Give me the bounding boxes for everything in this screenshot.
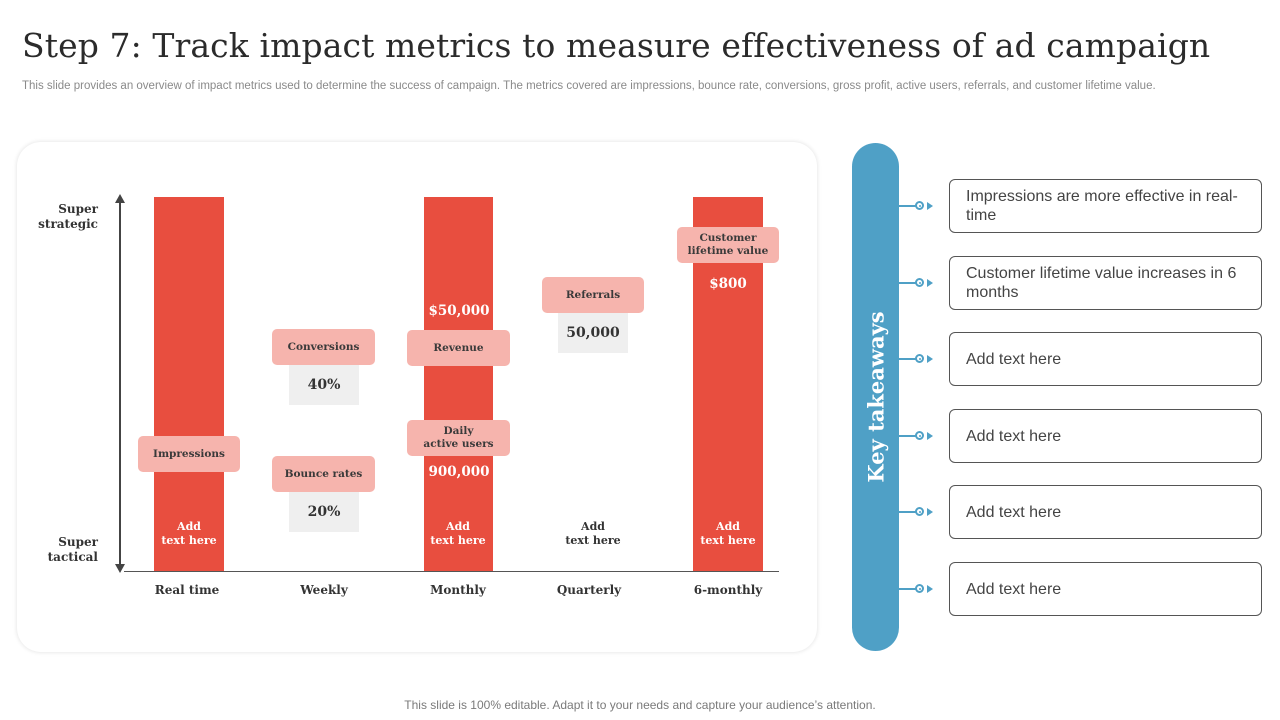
connector-icon: [899, 506, 949, 518]
takeaway-box-2[interactable]: Customer lifetime value increases in 6 m…: [949, 256, 1262, 310]
y-axis-top-label: Super strategic: [38, 202, 98, 231]
connector-icon: [899, 277, 949, 289]
bar-real-time: [154, 197, 224, 571]
metric-revenue: Revenue: [407, 330, 510, 366]
page-subtitle: This slide provides an overview of impac…: [22, 80, 1156, 92]
x-label-quarterly: Quarterly: [556, 583, 622, 597]
footer-note: This slide is 100% editable. Adapt it to…: [404, 698, 876, 712]
takeaway-box-1[interactable]: Impressions are more effective in real-t…: [949, 179, 1262, 233]
y-axis-bottom-label: Super tactical: [47, 535, 98, 564]
x-label-weekly: Weekly: [300, 583, 348, 597]
x-label-6-monthly: 6-monthly: [693, 583, 763, 597]
connector-icon: [899, 583, 949, 595]
add-text-real-time: Add text here: [161, 520, 217, 547]
metric-referrals-value: 50,000: [558, 313, 628, 353]
takeaway-box-3[interactable]: Add text here: [949, 332, 1262, 386]
metric-bounce-rates: Bounce rates: [272, 456, 375, 492]
add-text-6-monthly: Add text here: [700, 520, 756, 547]
takeaway-box-6[interactable]: Add text here: [949, 562, 1262, 616]
metric-customer-lifetime-value-value: $800: [709, 276, 747, 292]
metric-bounce-rates-value: 20%: [289, 492, 359, 532]
metric-daily-active-users-value: 900,000: [428, 464, 490, 480]
metric-conversions: Conversions: [272, 329, 375, 365]
connector-icon: [899, 430, 949, 442]
takeaway-box-4[interactable]: Add text here: [949, 409, 1262, 463]
key-takeaways-pillar: [852, 143, 899, 651]
connector-icon: [899, 353, 949, 365]
x-label-real-time: Real time: [154, 583, 220, 597]
add-text-quarterly: Add text here: [565, 520, 621, 547]
y-axis-arrow-down-icon: [115, 564, 125, 573]
key-takeaways-heading: Key takeaways: [863, 311, 889, 483]
metric-impressions: Impressions: [138, 436, 240, 472]
x-label-monthly: Monthly: [430, 583, 486, 597]
add-text-monthly: Add text here: [430, 520, 486, 547]
y-axis-line: [119, 199, 121, 568]
connector-icon: [899, 200, 949, 212]
x-axis-line: [124, 571, 779, 572]
page-title: Step 7: Track impact metrics to measure …: [22, 26, 1211, 65]
bar-monthly: [424, 197, 493, 571]
takeaway-box-5[interactable]: Add text here: [949, 485, 1262, 539]
metric-daily-active-users: Daily active users: [407, 420, 510, 456]
metric-customer-lifetime-value: Customer lifetime value: [677, 227, 779, 263]
y-axis-arrow-up-icon: [115, 194, 125, 203]
metric-referrals: Referrals: [542, 277, 644, 313]
metric-conversions-value: 40%: [289, 365, 359, 405]
metric-revenue-value: $50,000: [428, 303, 490, 319]
